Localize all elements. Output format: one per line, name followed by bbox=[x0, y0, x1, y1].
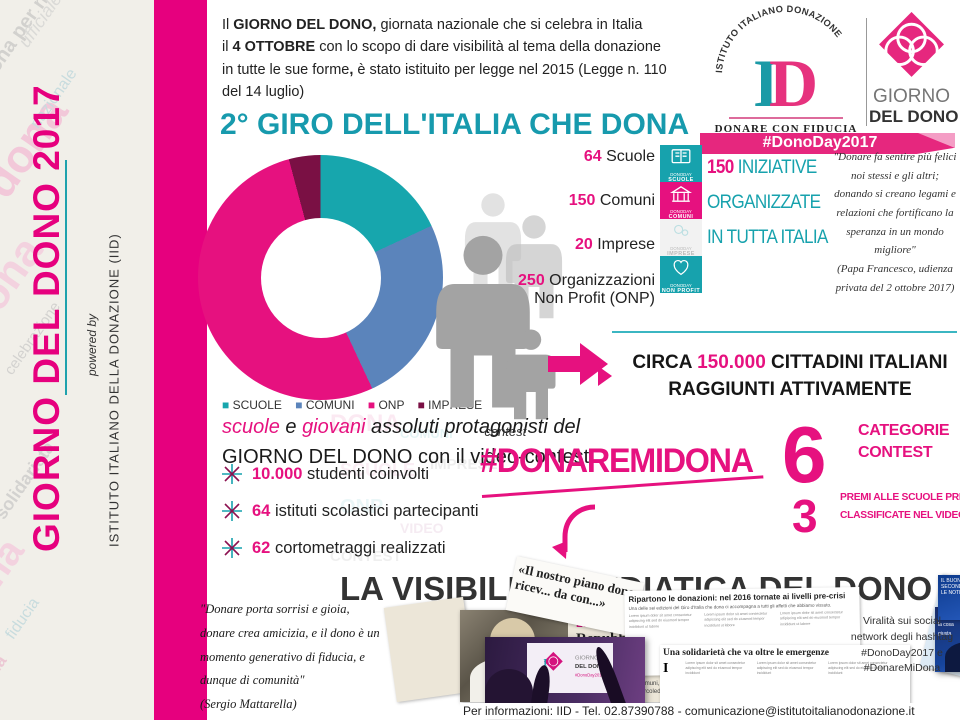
svg-text:D: D bbox=[769, 45, 818, 121]
svg-text:D: D bbox=[550, 658, 557, 668]
